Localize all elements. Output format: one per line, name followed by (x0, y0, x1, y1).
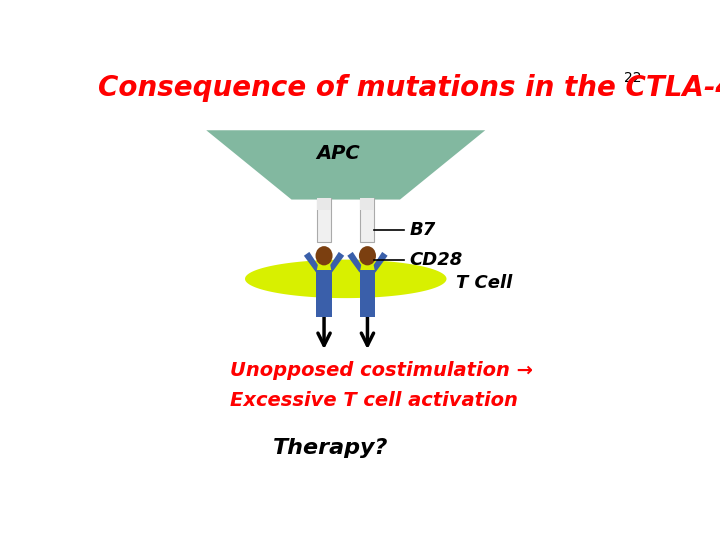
Text: B7: B7 (409, 221, 436, 239)
Polygon shape (360, 269, 375, 318)
Ellipse shape (315, 246, 333, 265)
Polygon shape (317, 198, 331, 210)
Polygon shape (347, 252, 361, 273)
Polygon shape (304, 252, 318, 273)
Text: 22: 22 (624, 71, 642, 85)
Text: CD28: CD28 (409, 251, 462, 268)
Text: Consequence of mutations in the CTLA-4 pathway: Consequence of mutations in the CTLA-4 p… (98, 74, 720, 102)
Polygon shape (374, 252, 387, 273)
Text: Excessive T cell activation: Excessive T cell activation (230, 390, 518, 409)
Polygon shape (245, 260, 446, 298)
Text: APC: APC (316, 144, 360, 163)
Polygon shape (361, 198, 374, 210)
Polygon shape (361, 198, 374, 242)
Text: T Cell: T Cell (456, 274, 512, 292)
Polygon shape (316, 269, 332, 318)
Text: Unopposed costimulation →: Unopposed costimulation → (230, 361, 533, 380)
Polygon shape (330, 252, 344, 273)
Polygon shape (206, 130, 485, 200)
Polygon shape (317, 198, 331, 242)
Text: Therapy?: Therapy? (273, 438, 388, 458)
Ellipse shape (359, 246, 376, 265)
